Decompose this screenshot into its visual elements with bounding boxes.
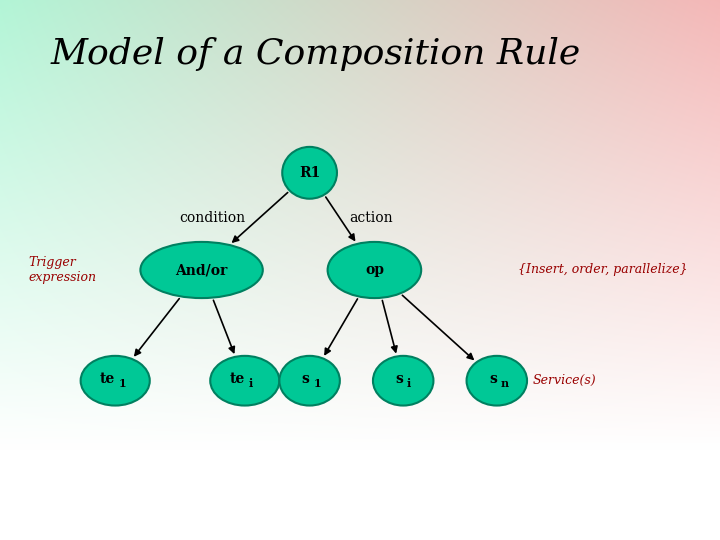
Text: 1: 1 xyxy=(313,379,321,389)
Text: R1: R1 xyxy=(299,166,320,180)
Text: s: s xyxy=(395,372,403,386)
Text: condition: condition xyxy=(179,211,246,225)
Text: te: te xyxy=(100,372,115,386)
Text: Trigger
expression: Trigger expression xyxy=(29,256,96,284)
Text: {Insert, order, parallelize}: {Insert, order, parallelize} xyxy=(518,264,688,276)
Ellipse shape xyxy=(373,356,433,406)
Ellipse shape xyxy=(328,242,421,298)
Text: And/or: And/or xyxy=(176,263,228,277)
Ellipse shape xyxy=(282,147,337,199)
Text: s: s xyxy=(489,372,497,386)
Text: i: i xyxy=(248,379,253,389)
Text: Service(s): Service(s) xyxy=(533,374,596,387)
Text: action: action xyxy=(349,211,392,225)
Text: te: te xyxy=(230,372,245,386)
Ellipse shape xyxy=(140,242,263,298)
Ellipse shape xyxy=(279,356,340,406)
Text: n: n xyxy=(500,379,508,389)
Ellipse shape xyxy=(81,356,150,406)
Text: i: i xyxy=(407,379,411,389)
Text: 1: 1 xyxy=(119,379,127,389)
Text: s: s xyxy=(302,372,310,386)
Ellipse shape xyxy=(467,356,527,406)
Text: op: op xyxy=(365,263,384,277)
Ellipse shape xyxy=(210,356,279,406)
Text: Model of a Composition Rule: Model of a Composition Rule xyxy=(50,37,580,71)
